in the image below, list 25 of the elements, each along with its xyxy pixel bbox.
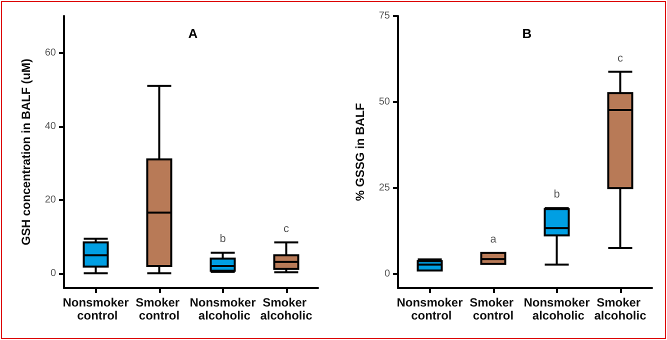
x-tick-label: Smoker control <box>136 296 183 322</box>
y-tick-label: 75 <box>378 10 390 22</box>
annotation: a <box>490 233 497 246</box>
x-tick-label: Nonsmoker alcoholic <box>523 296 590 322</box>
y-tick-label: 50 <box>378 96 390 108</box>
y-axis-title: % GSSG in BALF <box>352 102 366 202</box>
y-tick-label: 40 <box>44 120 56 132</box>
annotation: b <box>220 233 226 246</box>
y-tick-label: 0 <box>384 268 390 280</box>
x-tick-label: Nonsmoker control <box>396 296 463 322</box>
x-tick-label: Nonsmoker control <box>62 296 130 322</box>
y-axis-title: GSH concentration in BALF (uM) <box>19 58 33 246</box>
x-tick-label: Smoker control <box>469 296 516 322</box>
y-tick-label: 60 <box>44 47 56 58</box>
annotation: c <box>284 222 290 235</box>
y-tick-label: 20 <box>44 194 56 206</box>
text: A <box>188 26 198 41</box>
text: B <box>522 26 532 41</box>
y-tick-label: 25 <box>378 182 390 194</box>
x-tick-label: Smoker alcoholic <box>594 296 646 322</box>
x-tick-label: Nonsmoker alcoholic <box>190 296 256 322</box>
x-tick-label: Smoker alcoholic <box>260 296 313 322</box>
annotation: c <box>617 52 623 64</box>
y-tick-label: 0 <box>50 268 56 279</box>
annotation: b <box>553 188 560 201</box>
